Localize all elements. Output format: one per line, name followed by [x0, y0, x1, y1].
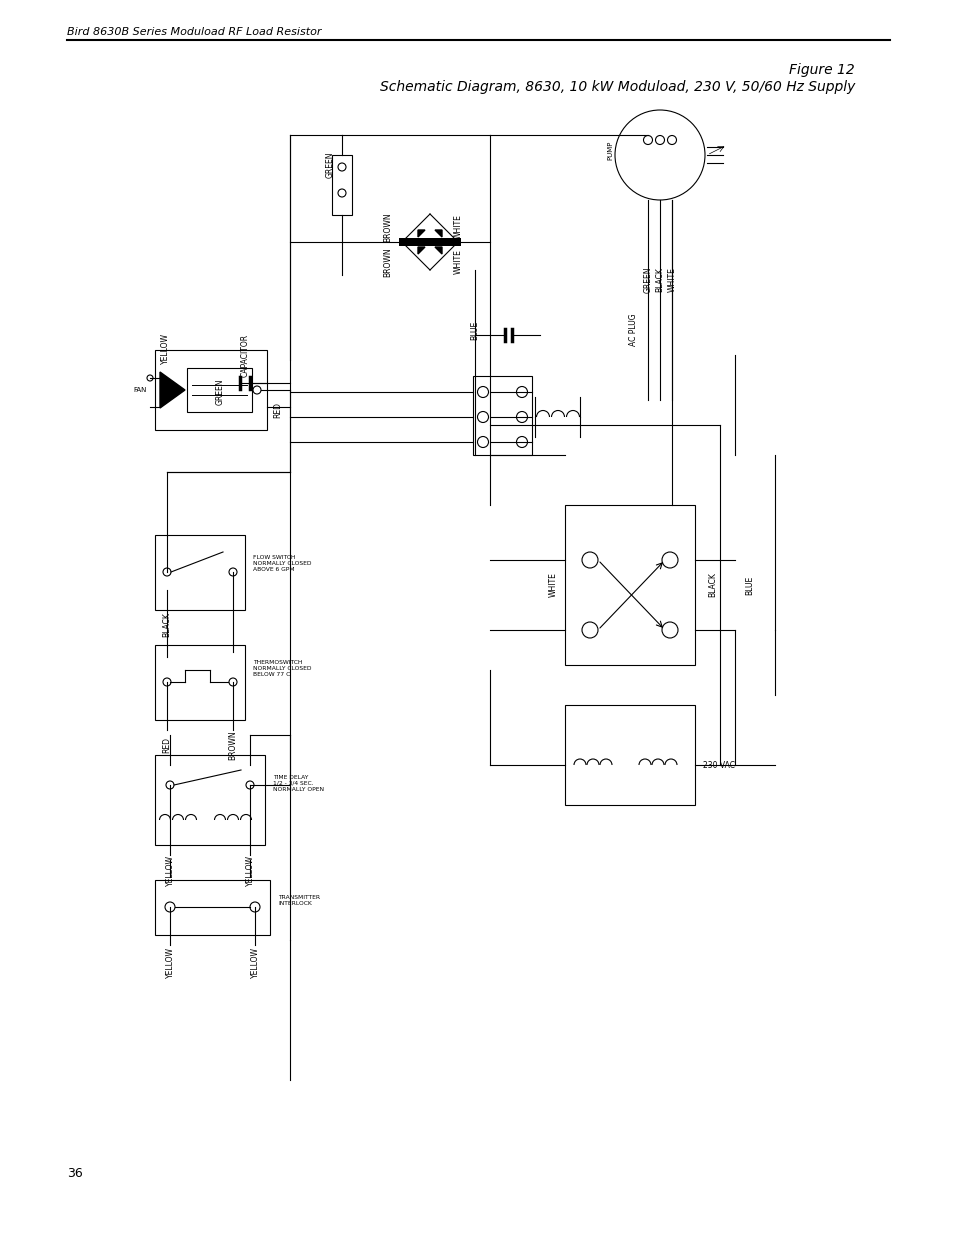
Text: WHITE: WHITE [667, 268, 676, 293]
Bar [564, 705, 695, 805]
Bar [154, 350, 267, 430]
Text: YELLOW: YELLOW [165, 947, 174, 978]
Text: Figure 12: Figure 12 [788, 63, 854, 77]
Polygon shape [435, 247, 441, 254]
Text: BLACK: BLACK [162, 613, 172, 637]
Text: WHITE: WHITE [453, 215, 462, 240]
Text: RED: RED [274, 403, 282, 417]
Text: 36: 36 [67, 1167, 83, 1179]
Text: Schematic Diagram, 8630, 10 kW Moduload, 230 V, 50/60 Hz Supply: Schematic Diagram, 8630, 10 kW Moduload,… [379, 80, 854, 94]
Bar [564, 505, 695, 664]
Text: WHITE: WHITE [548, 573, 557, 598]
Text: YELLOW: YELLOW [160, 332, 170, 363]
Text: BLACK: BLACK [655, 268, 664, 293]
Text: RED: RED [162, 737, 172, 753]
Text: THERMOSWITCH
NORMALLY CLOSED
BELOW 77 C: THERMOSWITCH NORMALLY CLOSED BELOW 77 C [253, 659, 312, 677]
Bar [154, 535, 245, 610]
Text: CAPACITOR: CAPACITOR [240, 333, 250, 377]
Polygon shape [160, 372, 185, 408]
Text: BLACK: BLACK [708, 573, 717, 598]
Bar [473, 375, 532, 454]
Text: PUMP: PUMP [606, 141, 613, 159]
Polygon shape [417, 230, 424, 237]
Bar [154, 645, 245, 720]
Bar [332, 156, 352, 215]
Text: Bird 8630B Series Moduload RF Load Resistor: Bird 8630B Series Moduload RF Load Resis… [67, 27, 321, 37]
Text: BLUE: BLUE [744, 576, 754, 594]
Text: FLOW SWITCH
NORMALLY CLOSED
ABOVE 6 GPM: FLOW SWITCH NORMALLY CLOSED ABOVE 6 GPM [253, 555, 312, 572]
Text: YELLOW: YELLOW [251, 947, 259, 978]
Text: BROWN: BROWN [383, 247, 392, 277]
Text: FAN: FAN [133, 387, 147, 393]
Polygon shape [435, 230, 441, 237]
Text: GREEN: GREEN [643, 267, 652, 293]
Text: BROWN: BROWN [383, 212, 392, 242]
Text: YELLOW: YELLOW [245, 855, 254, 885]
Text: WHITE: WHITE [453, 249, 462, 274]
Bar [154, 881, 270, 935]
Text: TIME DELAY
1/2 - 3/4 SEC.
NORMALLY OPEN: TIME DELAY 1/2 - 3/4 SEC. NORMALLY OPEN [273, 776, 324, 792]
Text: BLUE: BLUE [470, 320, 479, 340]
Bar [398, 238, 460, 246]
Text: BROWN: BROWN [229, 730, 237, 760]
Text: GREEN: GREEN [325, 152, 335, 178]
Bar [154, 755, 265, 845]
Text: TRANSMITTER
INTERLOCK: TRANSMITTER INTERLOCK [277, 895, 320, 905]
Text: GREEN: GREEN [215, 379, 224, 405]
Polygon shape [417, 247, 424, 254]
Bar [187, 368, 252, 412]
Text: 230 VAC: 230 VAC [702, 761, 734, 769]
Text: YELLOW: YELLOW [165, 855, 174, 885]
Text: AC PLUG: AC PLUG [629, 314, 638, 346]
